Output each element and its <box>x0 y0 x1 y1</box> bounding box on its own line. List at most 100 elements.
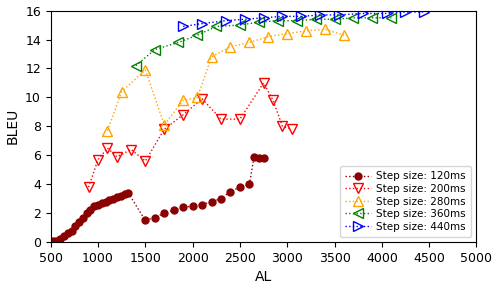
Step size: 120ms: (1.9e+03, 2.4): 120ms: (1.9e+03, 2.4) <box>180 206 186 209</box>
Step size: 280ms: (2.05e+03, 10): 280ms: (2.05e+03, 10) <box>194 96 200 99</box>
Step size: 120ms: (1e+03, 2.6): 120ms: (1e+03, 2.6) <box>95 203 101 206</box>
Step size: 360ms: (3.7e+03, 15.5): 360ms: (3.7e+03, 15.5) <box>351 16 357 19</box>
Step size: 440ms: (3.8e+03, 15.8): 440ms: (3.8e+03, 15.8) <box>360 12 366 15</box>
Step size: 120ms: (2.2e+03, 2.8): 120ms: (2.2e+03, 2.8) <box>209 200 215 203</box>
Step size: 440ms: (3.55e+03, 15.7): 440ms: (3.55e+03, 15.7) <box>336 13 342 17</box>
Step size: 440ms: (2.35e+03, 15.3): 440ms: (2.35e+03, 15.3) <box>223 19 229 22</box>
Step size: 200ms: (2.3e+03, 8.5): 200ms: (2.3e+03, 8.5) <box>218 117 224 121</box>
Step size: 120ms: (680, 0.6): 120ms: (680, 0.6) <box>65 232 71 235</box>
Step size: 200ms: (2.95e+03, 8): 200ms: (2.95e+03, 8) <box>279 125 285 128</box>
Step size: 120ms: (2.65e+03, 5.9): 120ms: (2.65e+03, 5.9) <box>251 155 257 159</box>
Step size: 200ms: (1.5e+03, 5.6): 200ms: (1.5e+03, 5.6) <box>142 160 148 163</box>
Step size: 120ms: (840, 1.7): 120ms: (840, 1.7) <box>80 216 86 219</box>
Step size: 200ms: (1e+03, 5.7): 200ms: (1e+03, 5.7) <box>95 158 101 162</box>
Step size: 360ms: (2.5e+03, 15): 360ms: (2.5e+03, 15) <box>237 23 243 27</box>
Step size: 280ms: (1.25e+03, 10.4): 280ms: (1.25e+03, 10.4) <box>119 90 124 93</box>
Step size: 120ms: (2.4e+03, 3.5): 120ms: (2.4e+03, 3.5) <box>228 190 234 193</box>
Step size: 200ms: (1.2e+03, 5.9): 200ms: (1.2e+03, 5.9) <box>114 155 120 159</box>
Step size: 120ms: (1.2e+03, 3.1): 120ms: (1.2e+03, 3.1) <box>114 195 120 199</box>
Step size: 120ms: (960, 2.5): 120ms: (960, 2.5) <box>91 204 97 208</box>
Step size: 280ms: (2.4e+03, 13.5): 280ms: (2.4e+03, 13.5) <box>228 45 234 48</box>
Step size: 120ms: (1.04e+03, 2.7): 120ms: (1.04e+03, 2.7) <box>99 201 105 205</box>
Step size: 360ms: (4.1e+03, 15.5): 360ms: (4.1e+03, 15.5) <box>388 16 394 19</box>
Step size: 280ms: (3.4e+03, 14.7): 280ms: (3.4e+03, 14.7) <box>322 28 328 31</box>
Step size: 120ms: (880, 2): 120ms: (880, 2) <box>84 211 90 215</box>
Step size: 120ms: (1.7e+03, 2): 120ms: (1.7e+03, 2) <box>161 211 167 215</box>
Step size: 120ms: (2.3e+03, 3): 120ms: (2.3e+03, 3) <box>218 197 224 200</box>
Legend: Step size: 120ms, Step size: 200ms, Step size: 280ms, Step size: 360ms, Step siz: Step size: 120ms, Step size: 200ms, Step… <box>340 166 471 237</box>
Line: Step size: 440ms: Step size: 440ms <box>178 7 429 31</box>
Step size: 360ms: (2.05e+03, 14.3): 360ms: (2.05e+03, 14.3) <box>194 33 200 37</box>
Step size: 120ms: (560, 0.1): 120ms: (560, 0.1) <box>53 239 59 242</box>
Step size: 120ms: (2.1e+03, 2.6): 120ms: (2.1e+03, 2.6) <box>199 203 205 206</box>
Step size: 440ms: (1.9e+03, 14.9): 440ms: (1.9e+03, 14.9) <box>180 25 186 28</box>
Step size: 120ms: (1.12e+03, 2.9): 120ms: (1.12e+03, 2.9) <box>107 198 113 202</box>
Step size: 360ms: (1.85e+03, 13.8): 360ms: (1.85e+03, 13.8) <box>175 41 181 44</box>
Step size: 200ms: (2.75e+03, 11): 200ms: (2.75e+03, 11) <box>260 81 266 85</box>
Step size: 440ms: (2.1e+03, 15.1): 440ms: (2.1e+03, 15.1) <box>199 22 205 25</box>
Step size: 280ms: (1.7e+03, 8.1): 280ms: (1.7e+03, 8.1) <box>161 123 167 127</box>
Line: Step size: 120ms: Step size: 120ms <box>49 153 267 245</box>
Step size: 440ms: (3.15e+03, 15.6): 440ms: (3.15e+03, 15.6) <box>298 14 304 18</box>
Line: Step size: 360ms: Step size: 360ms <box>131 13 396 70</box>
Step size: 120ms: (1.28e+03, 3.3): 120ms: (1.28e+03, 3.3) <box>122 193 127 196</box>
Step size: 120ms: (1.5e+03, 1.5): 120ms: (1.5e+03, 1.5) <box>142 219 148 222</box>
Step size: 120ms: (640, 0.4): 120ms: (640, 0.4) <box>61 235 67 238</box>
X-axis label: AL: AL <box>255 271 272 284</box>
Step size: 200ms: (1.7e+03, 7.8): 200ms: (1.7e+03, 7.8) <box>161 128 167 131</box>
Step size: 440ms: (2.95e+03, 15.6): 440ms: (2.95e+03, 15.6) <box>279 14 285 18</box>
Step size: 120ms: (1.8e+03, 2.2): 120ms: (1.8e+03, 2.2) <box>171 209 177 212</box>
Step size: 200ms: (1.35e+03, 6.4): 200ms: (1.35e+03, 6.4) <box>128 148 134 151</box>
Step size: 120ms: (1.08e+03, 2.8): 120ms: (1.08e+03, 2.8) <box>103 200 109 203</box>
Step size: 120ms: (1.16e+03, 3): 120ms: (1.16e+03, 3) <box>110 197 116 200</box>
Step size: 440ms: (4.05e+03, 15.8): 440ms: (4.05e+03, 15.8) <box>383 12 389 15</box>
Step size: 360ms: (3.9e+03, 15.5): 360ms: (3.9e+03, 15.5) <box>370 16 375 19</box>
Step size: 280ms: (3.2e+03, 14.6): 280ms: (3.2e+03, 14.6) <box>303 29 309 32</box>
Step size: 120ms: (1.6e+03, 1.7): 120ms: (1.6e+03, 1.7) <box>152 216 158 219</box>
Step size: 360ms: (1.4e+03, 12.2): 360ms: (1.4e+03, 12.2) <box>133 64 139 67</box>
Step size: 280ms: (1.5e+03, 11.9): 280ms: (1.5e+03, 11.9) <box>142 68 148 72</box>
Step size: 120ms: (720, 0.8): 120ms: (720, 0.8) <box>69 229 75 232</box>
Step size: 200ms: (2.85e+03, 9.8): 200ms: (2.85e+03, 9.8) <box>270 99 276 102</box>
Step size: 120ms: (2e+03, 2.5): 120ms: (2e+03, 2.5) <box>190 204 196 208</box>
Step size: 280ms: (2.8e+03, 14.2): 280ms: (2.8e+03, 14.2) <box>265 35 271 38</box>
Step size: 440ms: (4.25e+03, 15.9): 440ms: (4.25e+03, 15.9) <box>402 10 408 14</box>
Step size: 440ms: (2.55e+03, 15.4): 440ms: (2.55e+03, 15.4) <box>242 17 248 21</box>
Step size: 440ms: (3.35e+03, 15.7): 440ms: (3.35e+03, 15.7) <box>317 13 323 17</box>
Step size: 280ms: (2.2e+03, 12.8): 280ms: (2.2e+03, 12.8) <box>209 55 215 59</box>
Line: Step size: 200ms: Step size: 200ms <box>84 78 297 192</box>
Step size: 120ms: (2.75e+03, 5.8): 120ms: (2.75e+03, 5.8) <box>260 157 266 160</box>
Step size: 440ms: (4.45e+03, 15.9): 440ms: (4.45e+03, 15.9) <box>421 10 427 14</box>
Step size: 200ms: (2.5e+03, 8.5): 200ms: (2.5e+03, 8.5) <box>237 117 243 121</box>
Step size: 120ms: (1.32e+03, 3.4): 120ms: (1.32e+03, 3.4) <box>125 191 131 195</box>
Step size: 280ms: (3.6e+03, 14.3): 280ms: (3.6e+03, 14.3) <box>341 33 347 37</box>
Step size: 280ms: (1.1e+03, 7.7): 280ms: (1.1e+03, 7.7) <box>105 129 111 133</box>
Step size: 200ms: (1.9e+03, 8.8): 200ms: (1.9e+03, 8.8) <box>180 113 186 117</box>
Y-axis label: BLEU: BLEU <box>5 108 19 144</box>
Line: Step size: 280ms: Step size: 280ms <box>103 25 349 135</box>
Step size: 440ms: (2.75e+03, 15.5): 440ms: (2.75e+03, 15.5) <box>260 16 266 19</box>
Step size: 280ms: (1.9e+03, 9.8): 280ms: (1.9e+03, 9.8) <box>180 99 186 102</box>
Step size: 200ms: (2.1e+03, 9.9): 200ms: (2.1e+03, 9.9) <box>199 97 205 101</box>
Step size: 280ms: (3e+03, 14.4): 280ms: (3e+03, 14.4) <box>284 32 290 35</box>
Step size: 200ms: (3.05e+03, 7.8): 200ms: (3.05e+03, 7.8) <box>289 128 295 131</box>
Step size: 360ms: (3.5e+03, 15.4): 360ms: (3.5e+03, 15.4) <box>332 17 338 21</box>
Step size: 120ms: (520, 0.05): 120ms: (520, 0.05) <box>50 240 56 243</box>
Step size: 360ms: (2.7e+03, 15.2): 360ms: (2.7e+03, 15.2) <box>256 20 262 24</box>
Step size: 360ms: (3.3e+03, 15.4): 360ms: (3.3e+03, 15.4) <box>313 17 319 21</box>
Step size: 120ms: (760, 1.1): 120ms: (760, 1.1) <box>72 224 78 228</box>
Step size: 120ms: (2.7e+03, 5.8): 120ms: (2.7e+03, 5.8) <box>256 157 262 160</box>
Step size: 200ms: (900, 3.8): 200ms: (900, 3.8) <box>86 185 92 189</box>
Step size: 360ms: (2.25e+03, 14.9): 360ms: (2.25e+03, 14.9) <box>213 25 219 28</box>
Step size: 120ms: (800, 1.4): 120ms: (800, 1.4) <box>76 220 82 224</box>
Step size: 120ms: (920, 2.2): 120ms: (920, 2.2) <box>88 209 94 212</box>
Step size: 360ms: (2.9e+03, 15.3): 360ms: (2.9e+03, 15.3) <box>275 19 281 22</box>
Step size: 120ms: (600, 0.2): 120ms: (600, 0.2) <box>57 238 63 241</box>
Step size: 120ms: (2.5e+03, 3.8): 120ms: (2.5e+03, 3.8) <box>237 185 243 189</box>
Step size: 280ms: (2.6e+03, 13.8): 280ms: (2.6e+03, 13.8) <box>247 41 252 44</box>
Step size: 360ms: (1.6e+03, 13.3): 360ms: (1.6e+03, 13.3) <box>152 48 158 51</box>
Step size: 200ms: (1.1e+03, 6.5): 200ms: (1.1e+03, 6.5) <box>105 146 111 150</box>
Step size: 120ms: (1.24e+03, 3.2): 120ms: (1.24e+03, 3.2) <box>118 194 124 197</box>
Step size: 120ms: (2.6e+03, 4): 120ms: (2.6e+03, 4) <box>247 182 252 186</box>
Step size: 360ms: (3.1e+03, 15.3): 360ms: (3.1e+03, 15.3) <box>294 19 300 22</box>
